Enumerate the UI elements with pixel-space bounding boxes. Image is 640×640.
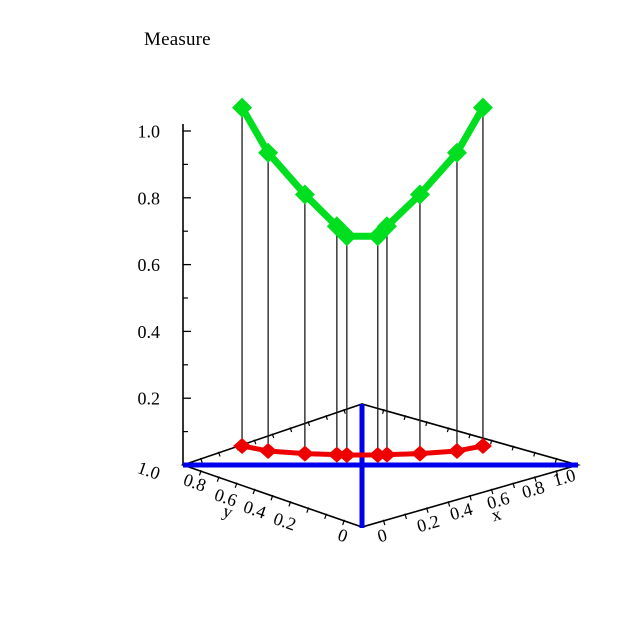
measure-series-marker [336, 226, 357, 247]
base-series-marker [447, 442, 466, 459]
x-axis-tick [555, 470, 559, 476]
far-y-edge-tick [403, 415, 407, 421]
y-axis-tick [198, 470, 202, 476]
far-y-edge-tick [511, 445, 515, 451]
far-y-edge-tick [381, 408, 385, 414]
far-y-edge-tick [554, 457, 558, 463]
base-series-marker [327, 446, 346, 463]
x-axis-tick-label: 0.4 [448, 499, 475, 524]
measure-series-marker [258, 142, 279, 163]
measure-series-marker [409, 184, 430, 205]
far-y-edge-tick [489, 439, 493, 445]
base-series-marker [410, 445, 429, 462]
far-x-edge-tick [271, 433, 275, 439]
value-axis-tick-label: 0.2 [138, 389, 161, 409]
measure-series-marker [472, 97, 493, 118]
base-series-marker [259, 442, 278, 459]
far-x-edge-tick [343, 408, 346, 414]
measure-series-line [238, 104, 487, 240]
x-axis-tick [404, 513, 408, 520]
y-axis-tick [252, 488, 256, 495]
y-axis-tick-label: 0.2 [271, 508, 299, 534]
x-axis-tick [490, 488, 494, 495]
far-x-edge-tick [217, 451, 221, 457]
far-x-edge-tick [253, 439, 257, 445]
base-series-marker [233, 437, 252, 454]
x-axis-tick [469, 494, 472, 501]
far-x-edge-tick [200, 457, 203, 463]
far-x-edge-tick [289, 427, 293, 433]
measure-series-marker [294, 184, 315, 205]
y-axis-tick [270, 494, 274, 501]
y-axis-tick-label: 1.0 [135, 457, 163, 483]
x-axis-tick [425, 507, 429, 513]
x-axis-tick-label: 0.2 [415, 511, 442, 536]
measure-series-marker [326, 216, 347, 237]
far-y-edge-tick [446, 427, 450, 433]
value-axis-tick-label: 0.4 [138, 322, 161, 342]
y-axis-tick [288, 501, 292, 507]
y-axis-tick [306, 507, 310, 513]
base-series-marker [377, 446, 396, 463]
far-y-edge-tick [533, 451, 536, 457]
x-axis-tick [447, 501, 451, 507]
base-series-line [239, 443, 486, 458]
value-axis-tick-label: 0.8 [138, 188, 161, 208]
value-axis-tick-label: 1.0 [138, 121, 161, 141]
far-y-edge-tick [468, 433, 471, 439]
y-axis-tick [234, 482, 238, 489]
measure-series-marker [376, 216, 397, 237]
measure-series-marker [446, 142, 467, 163]
base-series-marker [473, 437, 492, 454]
x-axis-tick-label: 0 [375, 525, 389, 547]
base-series-marker [295, 445, 314, 462]
x-axis-tick [382, 519, 386, 526]
value-axis-tick-label: 0.6 [138, 255, 161, 275]
y-axis-tick [324, 513, 328, 520]
x-axis-tick-label: 1.0 [551, 465, 578, 490]
y-axis-tick-label: 0 [335, 525, 350, 547]
y-axis-tick [342, 519, 345, 526]
chart-title: Measure [144, 29, 211, 50]
far-x-edge-tick [307, 421, 311, 427]
y-axis-tick-label: 0.4 [241, 496, 269, 522]
far-y-edge-tick [425, 421, 428, 427]
y-axis-tick [216, 476, 220, 482]
base-series-marker [337, 446, 356, 463]
x-axis-tick [533, 476, 537, 482]
x-axis-tick [512, 482, 516, 489]
far-x-edge-tick [325, 415, 328, 420]
measure-series-marker [232, 97, 253, 118]
